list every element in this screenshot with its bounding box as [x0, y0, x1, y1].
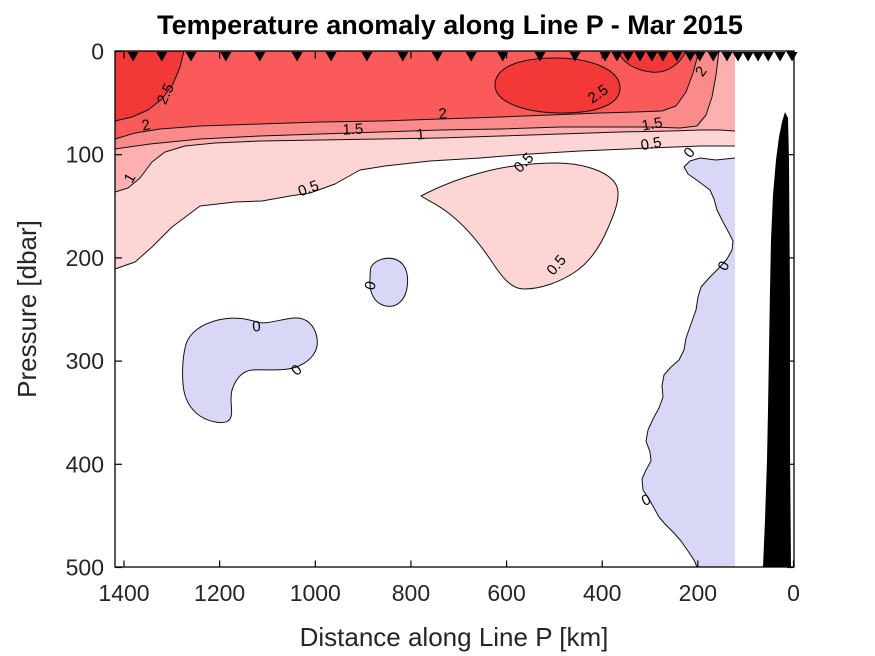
station-marker [774, 52, 786, 62]
station-marker [646, 52, 658, 62]
station-markers [127, 52, 798, 62]
station-marker [254, 52, 266, 62]
station-marker [497, 52, 509, 62]
station-marker [786, 52, 798, 62]
station-marker [657, 52, 669, 62]
contour-lines [114, 50, 736, 568]
contour-line-2 [114, 50, 700, 140]
x-tick-label: 1200 [194, 580, 245, 606]
contour-line-15 [114, 50, 720, 150]
station-marker [185, 52, 197, 62]
station-marker [671, 52, 683, 62]
y-tick-label: 100 [66, 142, 104, 168]
contour-label: 0 [252, 318, 262, 336]
band-05-blob [421, 163, 619, 289]
station-marker [721, 52, 733, 62]
station-marker [291, 52, 303, 62]
x-tick-label: 1400 [98, 580, 149, 606]
contour-label: 1.5 [342, 121, 364, 139]
x-axis-label: Distance along Line P [km] [300, 622, 609, 652]
band-gt25-right [618, 51, 686, 73]
station-marker [156, 52, 168, 62]
x-tick-label: 200 [679, 580, 717, 606]
station-marker [534, 52, 546, 62]
station-marker [611, 52, 623, 62]
station-marker [742, 52, 754, 62]
x-tick-label: 1000 [290, 580, 341, 606]
x-tick-label: 0 [787, 580, 800, 606]
band-neg-right-region [642, 158, 735, 567]
station-marker [684, 52, 696, 62]
contour-line-05-blob [420, 162, 619, 290]
seafloor-silhouette [763, 112, 791, 567]
station-marker [634, 52, 646, 62]
tick-labels: 1400 1200 1000 800 600 400 200 0 0 100 200 300 400 50… [66, 39, 800, 607]
y-tick-label: 500 [66, 555, 104, 581]
band-gt25-left [115, 51, 184, 121]
contour-label: 2 [438, 105, 448, 123]
y-tick-label: 0 [91, 39, 104, 65]
y-tick-label: 300 [66, 348, 104, 374]
y-axis-label: Pressure [dbar] [12, 220, 42, 398]
contour-line-25-left [114, 50, 185, 122]
contour-line-0-small-blob [369, 257, 409, 307]
contour-line-1 [114, 129, 736, 193]
band-neg-small-blob [369, 258, 408, 307]
station-marker [431, 52, 443, 62]
station-marker [220, 52, 232, 62]
station-marker [694, 52, 706, 62]
contour-line-05 [114, 145, 735, 270]
contour-line-25-center [494, 57, 621, 114]
station-marker [465, 52, 477, 62]
contour-label: 0.5 [296, 177, 321, 200]
contour-band-fills [115, 51, 735, 567]
station-marker [325, 52, 337, 62]
axis-box [114, 50, 795, 568]
station-marker [397, 52, 409, 62]
station-marker [762, 52, 774, 62]
chart-title: Temperature anomaly along Line P - Mar 2… [157, 10, 743, 40]
station-marker [599, 52, 611, 62]
y-tick-label: 200 [66, 245, 104, 271]
contour-line-25-right [617, 50, 687, 73]
x-tick-label: 800 [392, 580, 430, 606]
station-marker [622, 52, 634, 62]
band-gt25-center [495, 58, 620, 113]
contour-label: 2 [140, 116, 152, 134]
station-marker [707, 52, 719, 62]
station-marker [732, 52, 744, 62]
contour-line-0-right [641, 157, 736, 568]
contour-label: 1 [416, 126, 426, 144]
x-tick-label: 600 [487, 580, 525, 606]
contour-label: 1.5 [640, 114, 663, 134]
y-tick-label: 400 [66, 451, 104, 477]
station-marker [569, 52, 581, 62]
station-marker [361, 52, 373, 62]
station-marker [752, 52, 764, 62]
contour-line-0-left-blob [182, 317, 318, 424]
contour-label: 0.5 [639, 134, 662, 154]
station-marker [127, 52, 139, 62]
x-tick-label: 400 [583, 580, 621, 606]
